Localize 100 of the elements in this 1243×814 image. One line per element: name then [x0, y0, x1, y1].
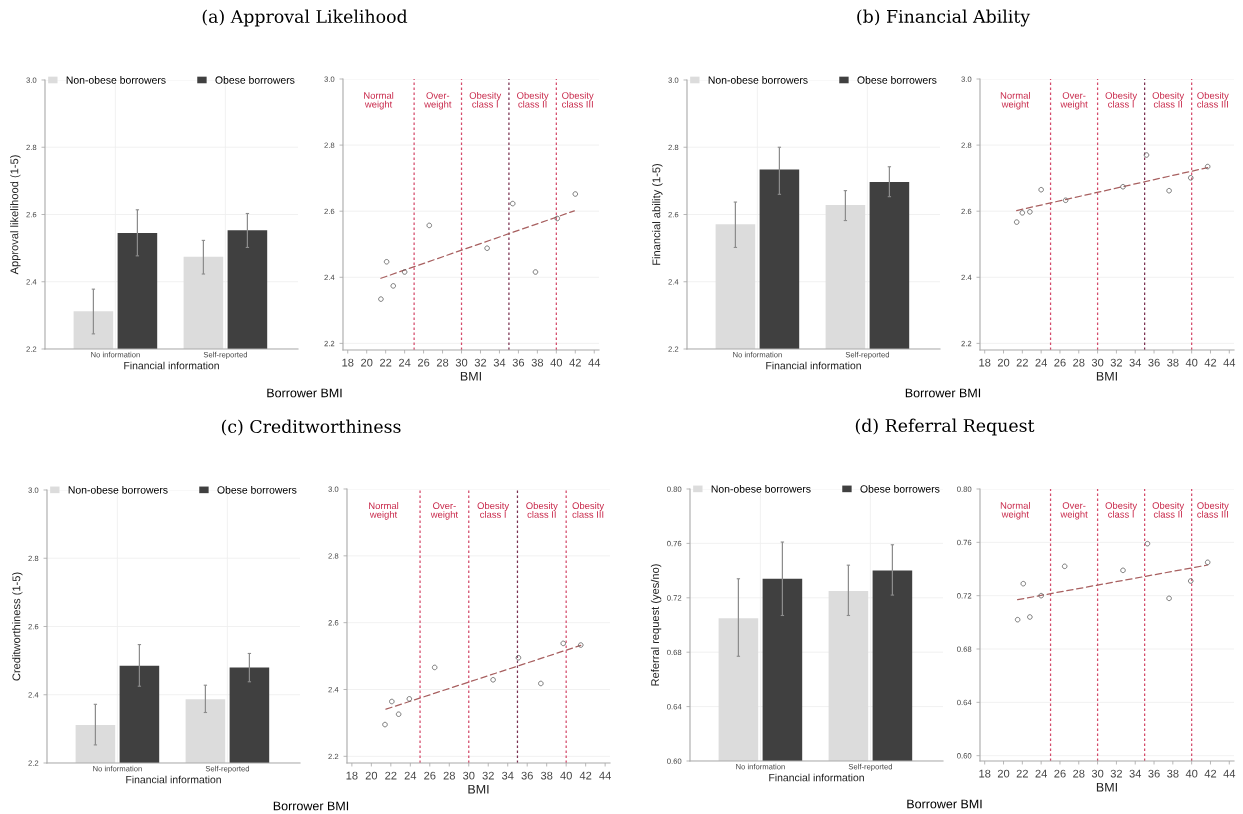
x-tick-label: 24: [1035, 358, 1047, 367]
x-tick-label: 38: [540, 771, 553, 780]
x-axis-title: BMI: [1096, 371, 1117, 381]
text: Borrower BMI: [273, 801, 349, 811]
x-axis-title: Financial information: [769, 773, 864, 782]
chart-title: (d) Referral Request: [855, 418, 1035, 436]
legend-label: Obese borrowers: [215, 76, 295, 84]
y-axis-title: Creditworthiness (1-5): [12, 572, 23, 681]
chart-title: (c) Creditworthiness: [221, 419, 401, 436]
x-tick-label: 42: [579, 771, 592, 780]
x-tick-label: 28: [1073, 769, 1085, 778]
x-tick-label: 32: [1110, 358, 1123, 367]
x-tick-label: 38: [1167, 358, 1179, 367]
chart-title: (b) Financial Ability: [857, 9, 1031, 27]
x-tick-label: 36: [1148, 358, 1160, 367]
x-tick-label: 26: [1054, 358, 1066, 367]
annotation: Obesity class I: [1105, 501, 1138, 518]
annotation: Obesity class II: [517, 91, 549, 108]
x-tick-label: 34: [1129, 769, 1142, 778]
y-axis-title: Financial ability (1-5): [652, 163, 663, 265]
legend-label: Obese borrowers: [217, 485, 297, 494]
x-tick-label: 40: [1185, 769, 1198, 778]
x-tick-label: 18: [979, 769, 991, 778]
x-tick-label: 40: [550, 358, 563, 367]
x-tick-label: 24: [399, 358, 411, 367]
x-tick-label: 30: [1091, 769, 1104, 778]
x-tick-label: 44: [1223, 769, 1236, 778]
x-tick-label: 36: [1148, 769, 1160, 778]
annotation: Over- weight: [430, 502, 458, 520]
x-tick-label: 20: [997, 769, 1010, 778]
x-tick-label: 36: [512, 358, 525, 367]
x-tick-label: 42: [1204, 358, 1217, 367]
annotation: Over- weight: [1060, 502, 1088, 520]
legend-label: Non-obese borrowers: [708, 76, 808, 84]
x-axis-title: Financial information: [124, 361, 219, 370]
annotation: Obesity class I: [477, 502, 510, 518]
legend-label: Obese borrowers: [857, 76, 937, 84]
x-tick-label: 44: [599, 771, 611, 780]
annotation: Normal weight: [369, 502, 399, 520]
x-tick-label: 26: [1054, 769, 1066, 778]
annotation: Obesity class III: [1197, 91, 1229, 108]
x-tick-label: 28: [1073, 358, 1085, 367]
y-axis-title: Referral request (yes/no): [650, 564, 662, 686]
text: Borrower BMI: [907, 799, 982, 809]
x-tick-label: 18: [979, 358, 991, 367]
annotation: Obesity class III: [572, 502, 605, 518]
x-axis-title: Financial information: [126, 775, 221, 784]
x-tick-label: 20: [997, 358, 1010, 367]
annotation: Obesity class III: [562, 91, 594, 108]
annotation: Obesity class I: [469, 91, 502, 108]
x-axis-title: BMI: [1096, 782, 1117, 792]
chart-title: (a) Approval Likelihood: [202, 9, 408, 27]
x-tick-label: 18: [342, 358, 354, 367]
annotation: Obesity class II: [1152, 501, 1185, 518]
x-tick-label: 42: [569, 358, 581, 367]
x-tick-label: 44: [588, 358, 601, 367]
legend-label: Non-obese borrowers: [68, 485, 168, 494]
x-tick-label: 40: [560, 771, 572, 780]
x-axis-title: Financial information: [766, 361, 861, 370]
x-tick-label: 26: [417, 358, 430, 367]
x-tick-label: 44: [1223, 358, 1236, 367]
x-tick-label: 40: [1185, 358, 1198, 367]
annotation: Obesity class II: [1152, 91, 1185, 108]
x-axis-title: BMI: [460, 371, 481, 381]
annotation: Normal weight: [364, 91, 394, 110]
annotation: Obesity class I: [1105, 91, 1138, 108]
x-tick-label: 30: [1091, 358, 1104, 367]
annotation: Normal weight: [1000, 91, 1030, 110]
x-tick-label: 22: [1016, 358, 1028, 367]
x-tick-label: 28: [436, 358, 449, 367]
x-tick-label: 34: [501, 771, 514, 780]
text: Borrower BMI: [905, 388, 981, 398]
x-tick-label: 24: [1035, 769, 1047, 778]
x-tick-label: 22: [380, 358, 392, 367]
x-tick-label: 34: [493, 358, 506, 367]
x-tick-label: 20: [361, 358, 373, 367]
annotation: Over- weight: [1060, 92, 1088, 110]
x-tick-label: 22: [385, 771, 397, 780]
annotation: Obesity class III: [1197, 501, 1229, 518]
legend-label: Obese borrowers: [860, 485, 940, 493]
x-tick-label: 32: [1110, 769, 1123, 778]
x-tick-label: 18: [346, 771, 358, 780]
x-axis-title: BMI: [468, 784, 489, 794]
legend-label: Non-obese borrowers: [66, 76, 166, 84]
x-tick-label: 32: [482, 771, 494, 780]
x-tick-label: 30: [455, 358, 468, 367]
x-tick-label: 30: [463, 771, 475, 780]
legend-label: Non-obese borrowers: [711, 485, 811, 493]
text: Borrower BMI: [267, 388, 342, 398]
y-axis-title: Approval likelihood (1-5): [10, 155, 21, 275]
annotation: Normal weight: [1000, 501, 1030, 520]
annotation: Over- weight: [424, 92, 452, 110]
x-tick-label: 22: [1016, 769, 1028, 778]
x-tick-label: 24: [404, 771, 417, 780]
x-tick-label: 20: [365, 771, 378, 780]
x-tick-label: 26: [424, 771, 436, 780]
x-tick-label: 32: [474, 358, 487, 367]
x-tick-label: 28: [443, 771, 455, 780]
x-tick-label: 42: [1204, 769, 1217, 778]
annotation: Obesity class II: [526, 502, 558, 518]
